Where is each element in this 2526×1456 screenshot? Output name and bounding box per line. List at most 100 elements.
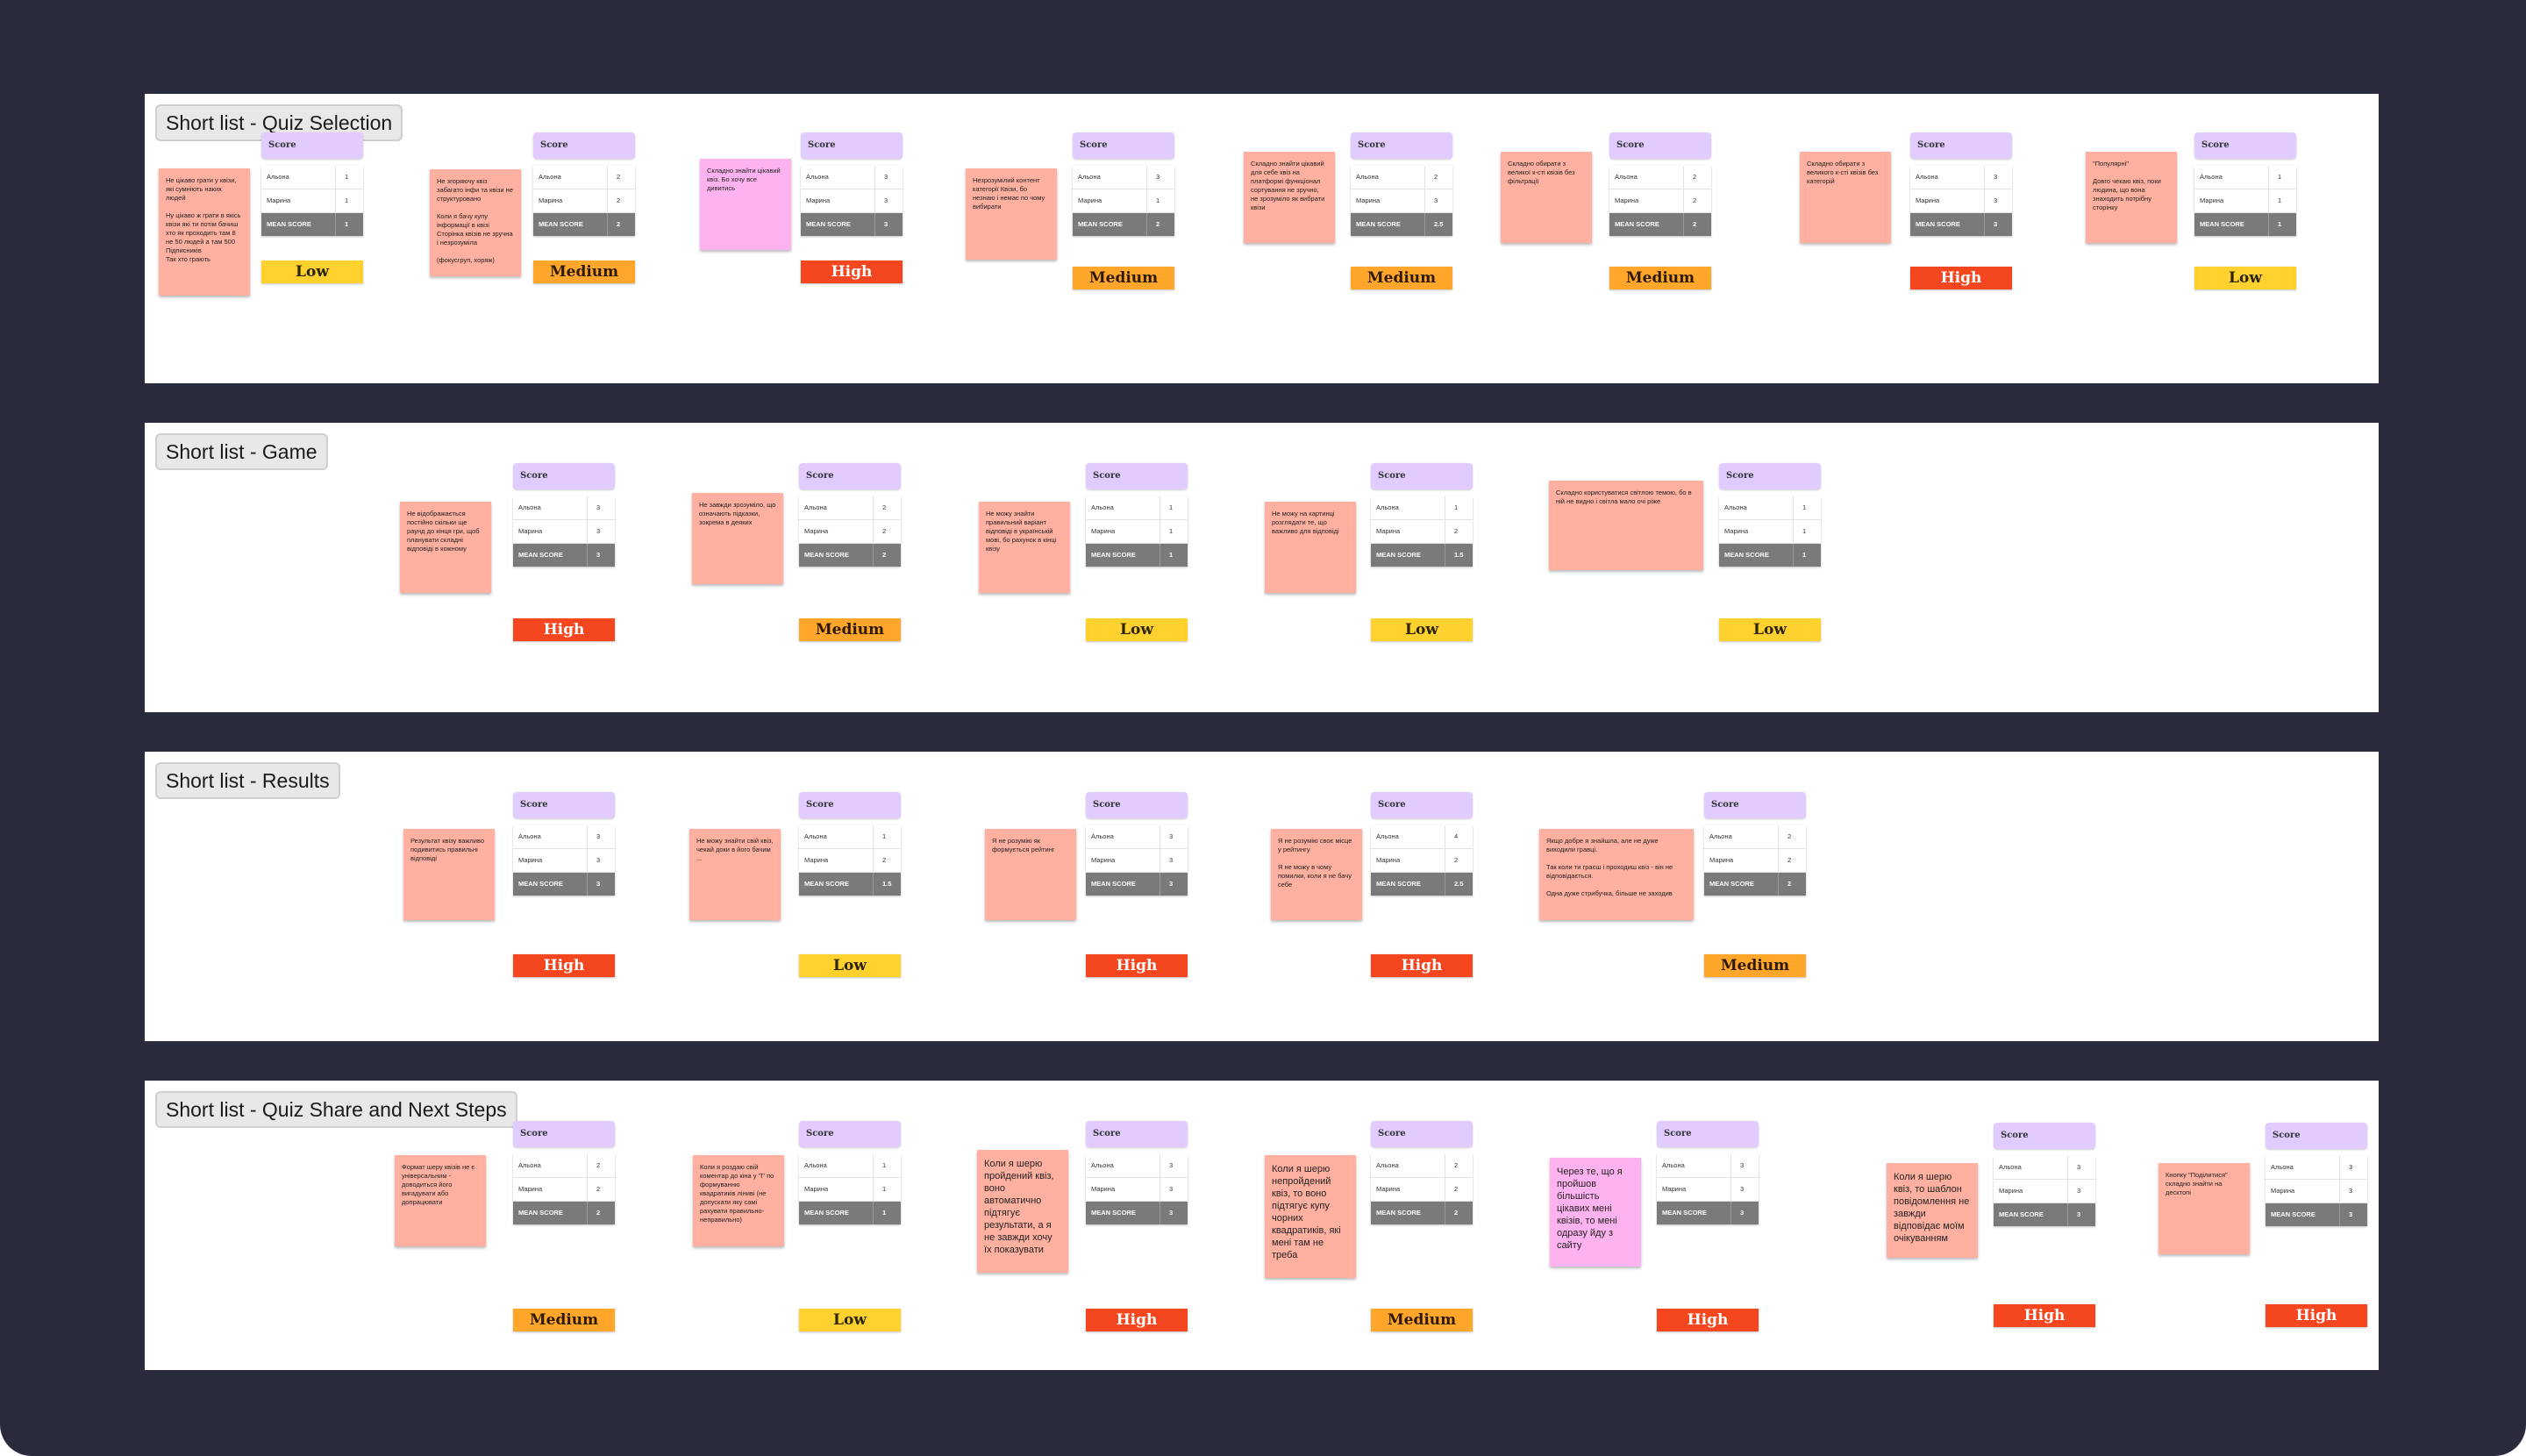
score-table[interactable]: Score Альона 2 Марина 2 MEAN SCORE 2 [513, 1121, 615, 1224]
reviewer-score[interactable]: 2 [1693, 196, 1697, 204]
reviewer-score[interactable]: 3 [2349, 1163, 2353, 1171]
priority-badge[interactable]: Low [261, 261, 363, 283]
score-table[interactable]: Score Альона 3 Марина 3 MEAN SCORE 3 [513, 792, 615, 896]
reviewer-score[interactable]: 3 [2077, 1163, 2081, 1171]
sticky-note[interactable]: Не цікаво грати у квізи, які сумніють на… [159, 168, 250, 296]
priority-badge[interactable]: High [1910, 267, 2012, 289]
reviewer-score[interactable]: 3 [1994, 173, 1998, 181]
reviewer-score[interactable]: 3 [1169, 856, 1174, 864]
sticky-note[interactable]: Коли я роздаю свій коментар до кіна у 'Т… [693, 1155, 784, 1246]
priority-badge[interactable]: High [1657, 1309, 1759, 1331]
score-table[interactable]: Score Альона 1 Марина 1 MEAN SCORE 1 [2194, 132, 2296, 236]
reviewer-score[interactable]: 2 [1693, 173, 1697, 181]
reviewer-score[interactable]: 3 [596, 856, 601, 864]
score-table[interactable]: Score Альона 3 Марина 3 MEAN SCORE 3 [2266, 1123, 2367, 1226]
sticky-note[interactable]: Не можу на картинці розглядати те, що ва… [1265, 502, 1356, 593]
sticky-note[interactable]: Складно знайти цікавий для себе квіз на … [1244, 152, 1335, 243]
reviewer-score[interactable]: 3 [1156, 173, 1160, 181]
reviewer-score[interactable]: 3 [2349, 1187, 2353, 1195]
reviewer-score[interactable]: 2 [1454, 856, 1459, 864]
sticky-note[interactable]: Я не розумію своє місце у рейтингу Я не … [1271, 829, 1362, 920]
reviewer-score[interactable]: 1 [882, 1161, 887, 1169]
sticky-note[interactable]: Не відображається постійно скільки ще ра… [400, 502, 491, 593]
sticky-note[interactable]: Результат квізу важливо подивитись прави… [403, 829, 495, 920]
priority-badge[interactable]: Low [1719, 618, 1821, 641]
sticky-note[interactable]: "Популярні" Довго чекаю квіз, поки людин… [2086, 152, 2177, 243]
reviewer-score[interactable]: 1 [1454, 503, 1459, 511]
reviewer-score[interactable]: 2 [1454, 1161, 1459, 1169]
reviewer-score[interactable]: 1 [2278, 173, 2282, 181]
priority-badge[interactable]: High [1994, 1304, 2095, 1327]
score-table[interactable]: Score Альона 2 Марина 3 MEAN SCORE 2.5 [1351, 132, 1452, 236]
score-table[interactable]: Score Альона 3 Марина 3 MEAN SCORE 3 [1994, 1123, 2095, 1226]
sticky-note[interactable]: Складно знайти цікавий квіз. Бо хочу все… [700, 159, 791, 250]
priority-badge[interactable]: Medium [533, 261, 635, 283]
sticky-note[interactable]: Якщо добре я знайшла, але не дуже виходи… [1539, 829, 1694, 920]
score-table[interactable]: Score Альона 1 Марина 1 MEAN SCORE 1 [1086, 463, 1188, 567]
sticky-note[interactable]: Через те, що я пройшов більшість цікавих… [1550, 1158, 1641, 1267]
priority-badge[interactable]: Low [799, 954, 901, 977]
reviewer-score[interactable]: 2 [1454, 1185, 1459, 1193]
reviewer-score[interactable]: 2 [596, 1161, 601, 1169]
reviewer-score[interactable]: 2 [1454, 527, 1459, 535]
reviewer-score[interactable]: 3 [596, 503, 601, 511]
priority-badge[interactable]: High [513, 618, 615, 641]
sticky-note[interactable]: Складно обирати з великої к-сті квізів б… [1501, 152, 1592, 243]
priority-badge[interactable]: Medium [1609, 267, 1711, 289]
reviewer-score[interactable]: 3 [1169, 1161, 1174, 1169]
score-table[interactable]: Score Альона 2 Марина 2 MEAN SCORE 2 [1704, 792, 1806, 896]
score-table[interactable]: Score Альона 3 Марина 3 MEAN SCORE 3 [513, 463, 615, 567]
priority-badge[interactable]: Low [799, 1309, 901, 1331]
reviewer-score[interactable]: 1 [2278, 196, 2282, 204]
reviewer-score[interactable]: 1 [882, 832, 887, 840]
reviewer-score[interactable]: 2 [882, 527, 887, 535]
sticky-note[interactable]: Коли я шерю непройдений квіз, то воно пі… [1265, 1155, 1356, 1278]
priority-badge[interactable]: Low [1086, 618, 1188, 641]
sticky-note[interactable]: Не згоряючу квіз забагато інфи та квізи … [430, 169, 521, 276]
priority-badge[interactable]: High [1371, 954, 1473, 977]
sticky-note[interactable]: Не можу знайти правильний варіант відпов… [979, 502, 1070, 593]
score-table[interactable]: Score Альона 3 Марина 1 MEAN SCORE 2 [1073, 132, 1174, 236]
score-table[interactable]: Score Альона 2 Марина 2 MEAN SCORE 2 [533, 132, 635, 236]
priority-badge[interactable]: Medium [1704, 954, 1806, 977]
reviewer-score[interactable]: 2 [882, 503, 887, 511]
reviewer-score[interactable]: 3 [1740, 1161, 1745, 1169]
reviewer-score[interactable]: 3 [2077, 1187, 2081, 1195]
sticky-note[interactable]: Формат шеру квізів не є універсальним - … [395, 1155, 486, 1246]
reviewer-score[interactable]: 2 [882, 856, 887, 864]
reviewer-score[interactable]: 2 [1787, 832, 1792, 840]
sticky-note[interactable]: Коли я шерю квіз, то шаблон повідомлення… [1887, 1163, 1978, 1258]
score-table[interactable]: Score Альона 4 Марина 2 MEAN SCORE 2.5 [1371, 792, 1473, 896]
priority-badge[interactable]: High [513, 954, 615, 977]
reviewer-score[interactable]: 2 [1434, 173, 1438, 181]
reviewer-score[interactable]: 4 [1454, 832, 1459, 840]
reviewer-score[interactable]: 1 [1156, 196, 1160, 204]
sticky-note[interactable]: Не завжди зрозуміло, що означають підказ… [692, 493, 783, 584]
frame-quiz-share[interactable]: Short list - Quiz Share and Next Steps Ф… [145, 1081, 2379, 1370]
reviewer-score[interactable]: 1 [345, 173, 349, 181]
priority-badge[interactable]: High [2266, 1304, 2367, 1327]
reviewer-score[interactable]: 2 [1787, 856, 1792, 864]
reviewer-score[interactable]: 3 [884, 196, 888, 204]
score-table[interactable]: Score Альона 2 Марина 2 MEAN SCORE 2 [799, 463, 901, 567]
frame-results[interactable]: Short list - Results Результат квізу важ… [145, 752, 2379, 1041]
reviewer-score[interactable]: 2 [596, 1185, 601, 1193]
sticky-note[interactable]: Не можу знайти свій квіз, чекай доки в й… [689, 829, 781, 920]
priority-badge[interactable]: High [1086, 1309, 1188, 1331]
reviewer-score[interactable]: 1 [1802, 503, 1807, 511]
sticky-note[interactable]: Я не розумію як формується рейтинг [985, 829, 1076, 920]
sticky-note[interactable]: Складно обирати з великого к-сті квізів … [1800, 152, 1891, 243]
priority-badge[interactable]: Medium [1351, 267, 1452, 289]
reviewer-score[interactable]: 3 [1994, 196, 1998, 204]
score-table[interactable]: Score Альона 2 Марина 2 MEAN SCORE 2 [1371, 1121, 1473, 1224]
reviewer-score[interactable]: 3 [596, 527, 601, 535]
score-table[interactable]: Score Альона 3 Марина 3 MEAN SCORE 3 [1657, 1121, 1759, 1224]
sticky-note[interactable]: Кнопку "Поділитися" складно знайти на де… [2159, 1163, 2250, 1254]
score-table[interactable]: Score Альона 1 Марина 1 MEAN SCORE 1 [1719, 463, 1821, 567]
reviewer-score[interactable]: 1 [882, 1185, 887, 1193]
score-table[interactable]: Score Альона 3 Марина 3 MEAN SCORE 3 [1086, 1121, 1188, 1224]
reviewer-score[interactable]: 1 [1169, 503, 1174, 511]
score-table[interactable]: Score Альона 1 Марина 1 MEAN SCORE 1 [261, 132, 363, 236]
score-table[interactable]: Score Альона 1 Марина 2 MEAN SCORE 1.5 [799, 792, 901, 896]
